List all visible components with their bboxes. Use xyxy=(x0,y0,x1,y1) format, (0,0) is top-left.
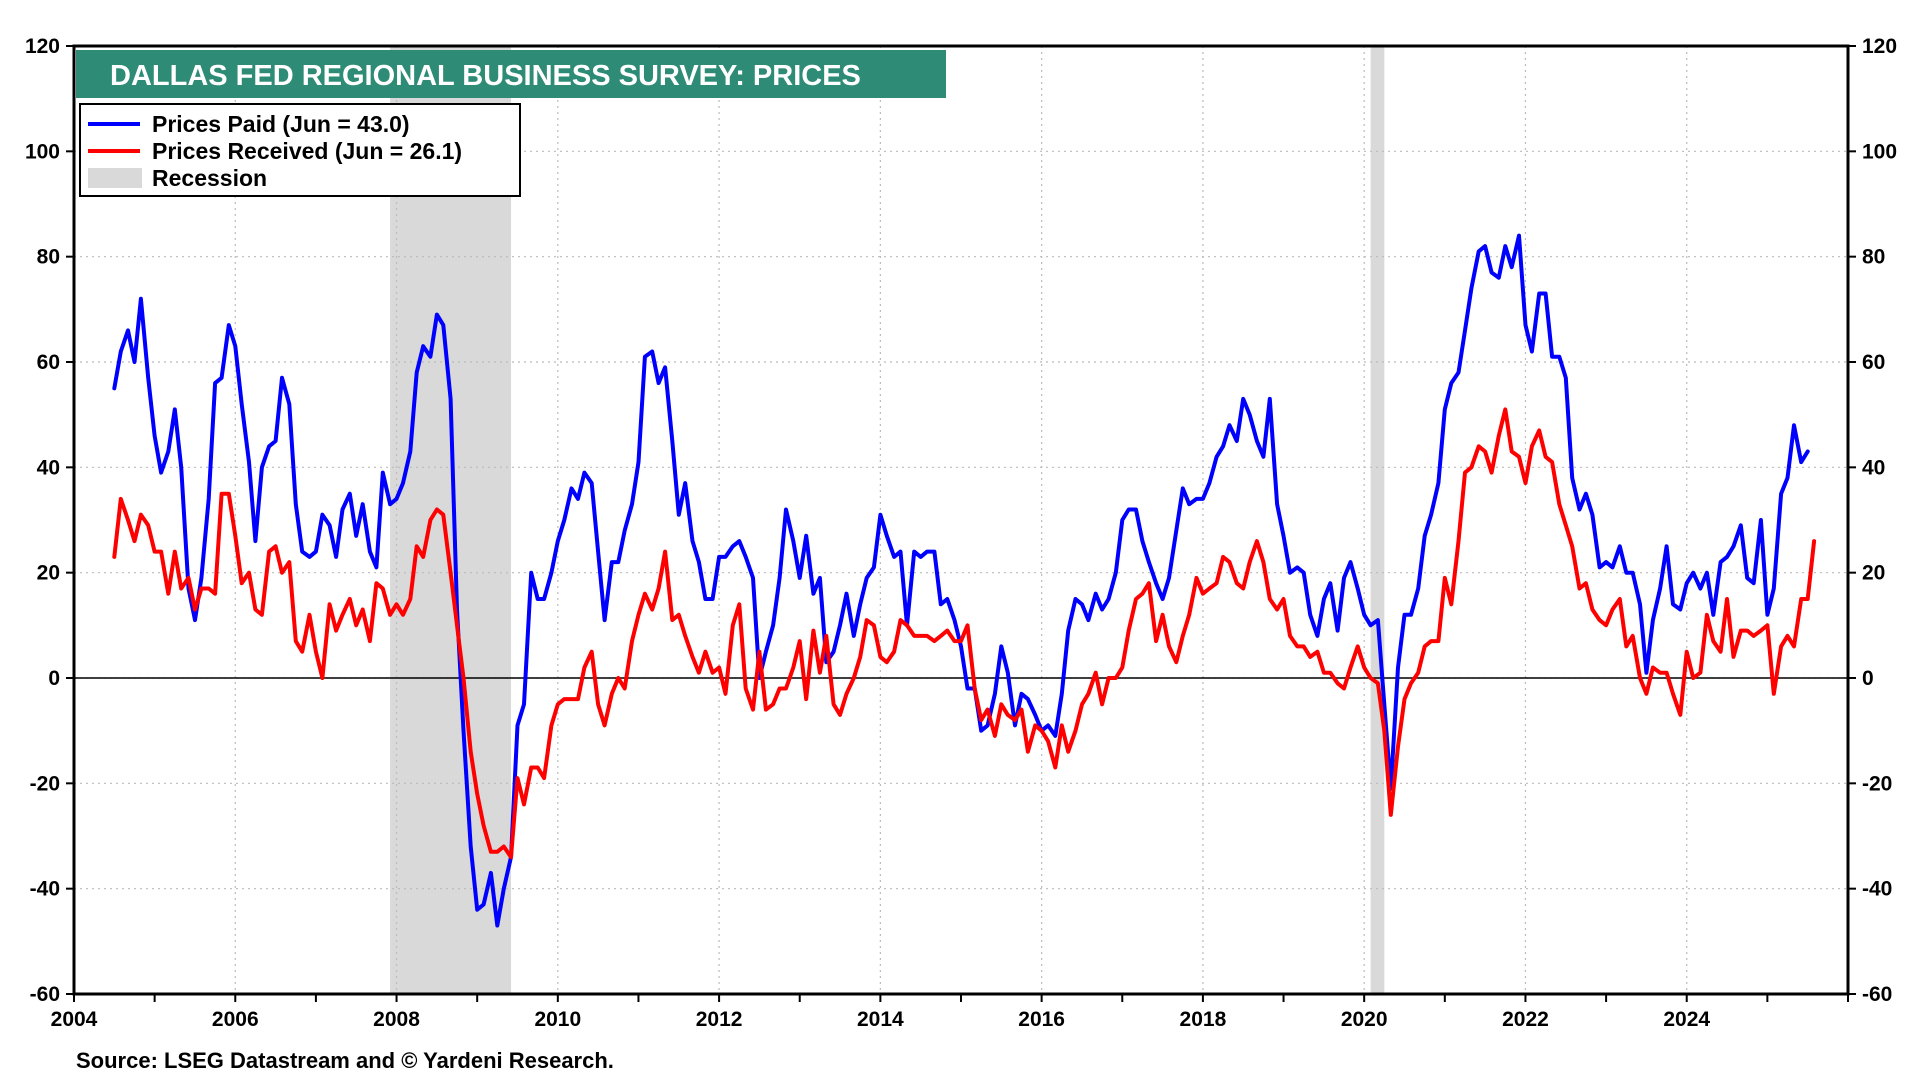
x-tick-label: 2014 xyxy=(857,1008,904,1031)
series-line-prices-received xyxy=(112,407,1817,860)
legend-box xyxy=(79,103,521,197)
y-tick-label-right: -20 xyxy=(1862,772,1892,795)
legend-swatch xyxy=(88,168,142,188)
chart-title: DALLAS FED REGIONAL BUSINESS SURVEY: PRI… xyxy=(110,60,861,92)
x-tick-label: 2004 xyxy=(51,1008,98,1031)
x-tick-label: 2020 xyxy=(1341,1008,1388,1031)
source-note: Source: LSEG Datastream and © Yardeni Re… xyxy=(76,1048,614,1073)
x-tick-label: 2008 xyxy=(373,1008,420,1031)
y-tick-label-left: 0 xyxy=(48,667,60,690)
x-tick-label: 2006 xyxy=(212,1008,259,1031)
y-tick-label-left: 40 xyxy=(37,456,60,479)
y-tick-label-left: 100 xyxy=(25,140,60,163)
y-tick-label-right: 120 xyxy=(1862,35,1897,58)
legend-label: Prices Received (Jun = 26.1) xyxy=(152,138,462,164)
y-tick-label-right: 40 xyxy=(1862,456,1885,479)
y-tick-label-right: 100 xyxy=(1862,140,1897,163)
y-tick-label-left: -20 xyxy=(30,772,60,795)
x-tick-label: 2024 xyxy=(1663,1008,1710,1031)
legend-label: Recession xyxy=(152,165,267,191)
recession-band xyxy=(1370,46,1385,994)
y-tick-label-left: 120 xyxy=(25,35,60,58)
legend-label: Prices Paid (Jun = 43.0) xyxy=(152,111,410,137)
y-tick-label-left: -40 xyxy=(30,878,60,901)
y-tick-label-left: 60 xyxy=(37,351,60,374)
y-tick-label-right: 60 xyxy=(1862,351,1885,374)
x-tick-label: 2018 xyxy=(1180,1008,1227,1031)
title-banner xyxy=(76,50,946,98)
x-tick-label: 2016 xyxy=(1018,1008,1065,1031)
series-line-prices-paid xyxy=(112,233,1810,928)
recession-band xyxy=(390,46,512,994)
y-tick-label-right: -60 xyxy=(1862,983,1892,1006)
y-tick-label-left: -60 xyxy=(30,983,60,1006)
y-tick-label-left: 80 xyxy=(37,246,60,269)
x-tick-label: 2010 xyxy=(534,1008,581,1031)
y-tick-label-right: -40 xyxy=(1862,878,1892,901)
y-tick-label-right: 20 xyxy=(1862,562,1885,585)
x-tick-label: 2022 xyxy=(1502,1008,1549,1031)
y-tick-label-right: 80 xyxy=(1862,246,1885,269)
y-tick-label-right: 0 xyxy=(1862,667,1874,690)
y-tick-label-left: 20 xyxy=(37,562,60,585)
x-tick-label: 2012 xyxy=(696,1008,743,1031)
